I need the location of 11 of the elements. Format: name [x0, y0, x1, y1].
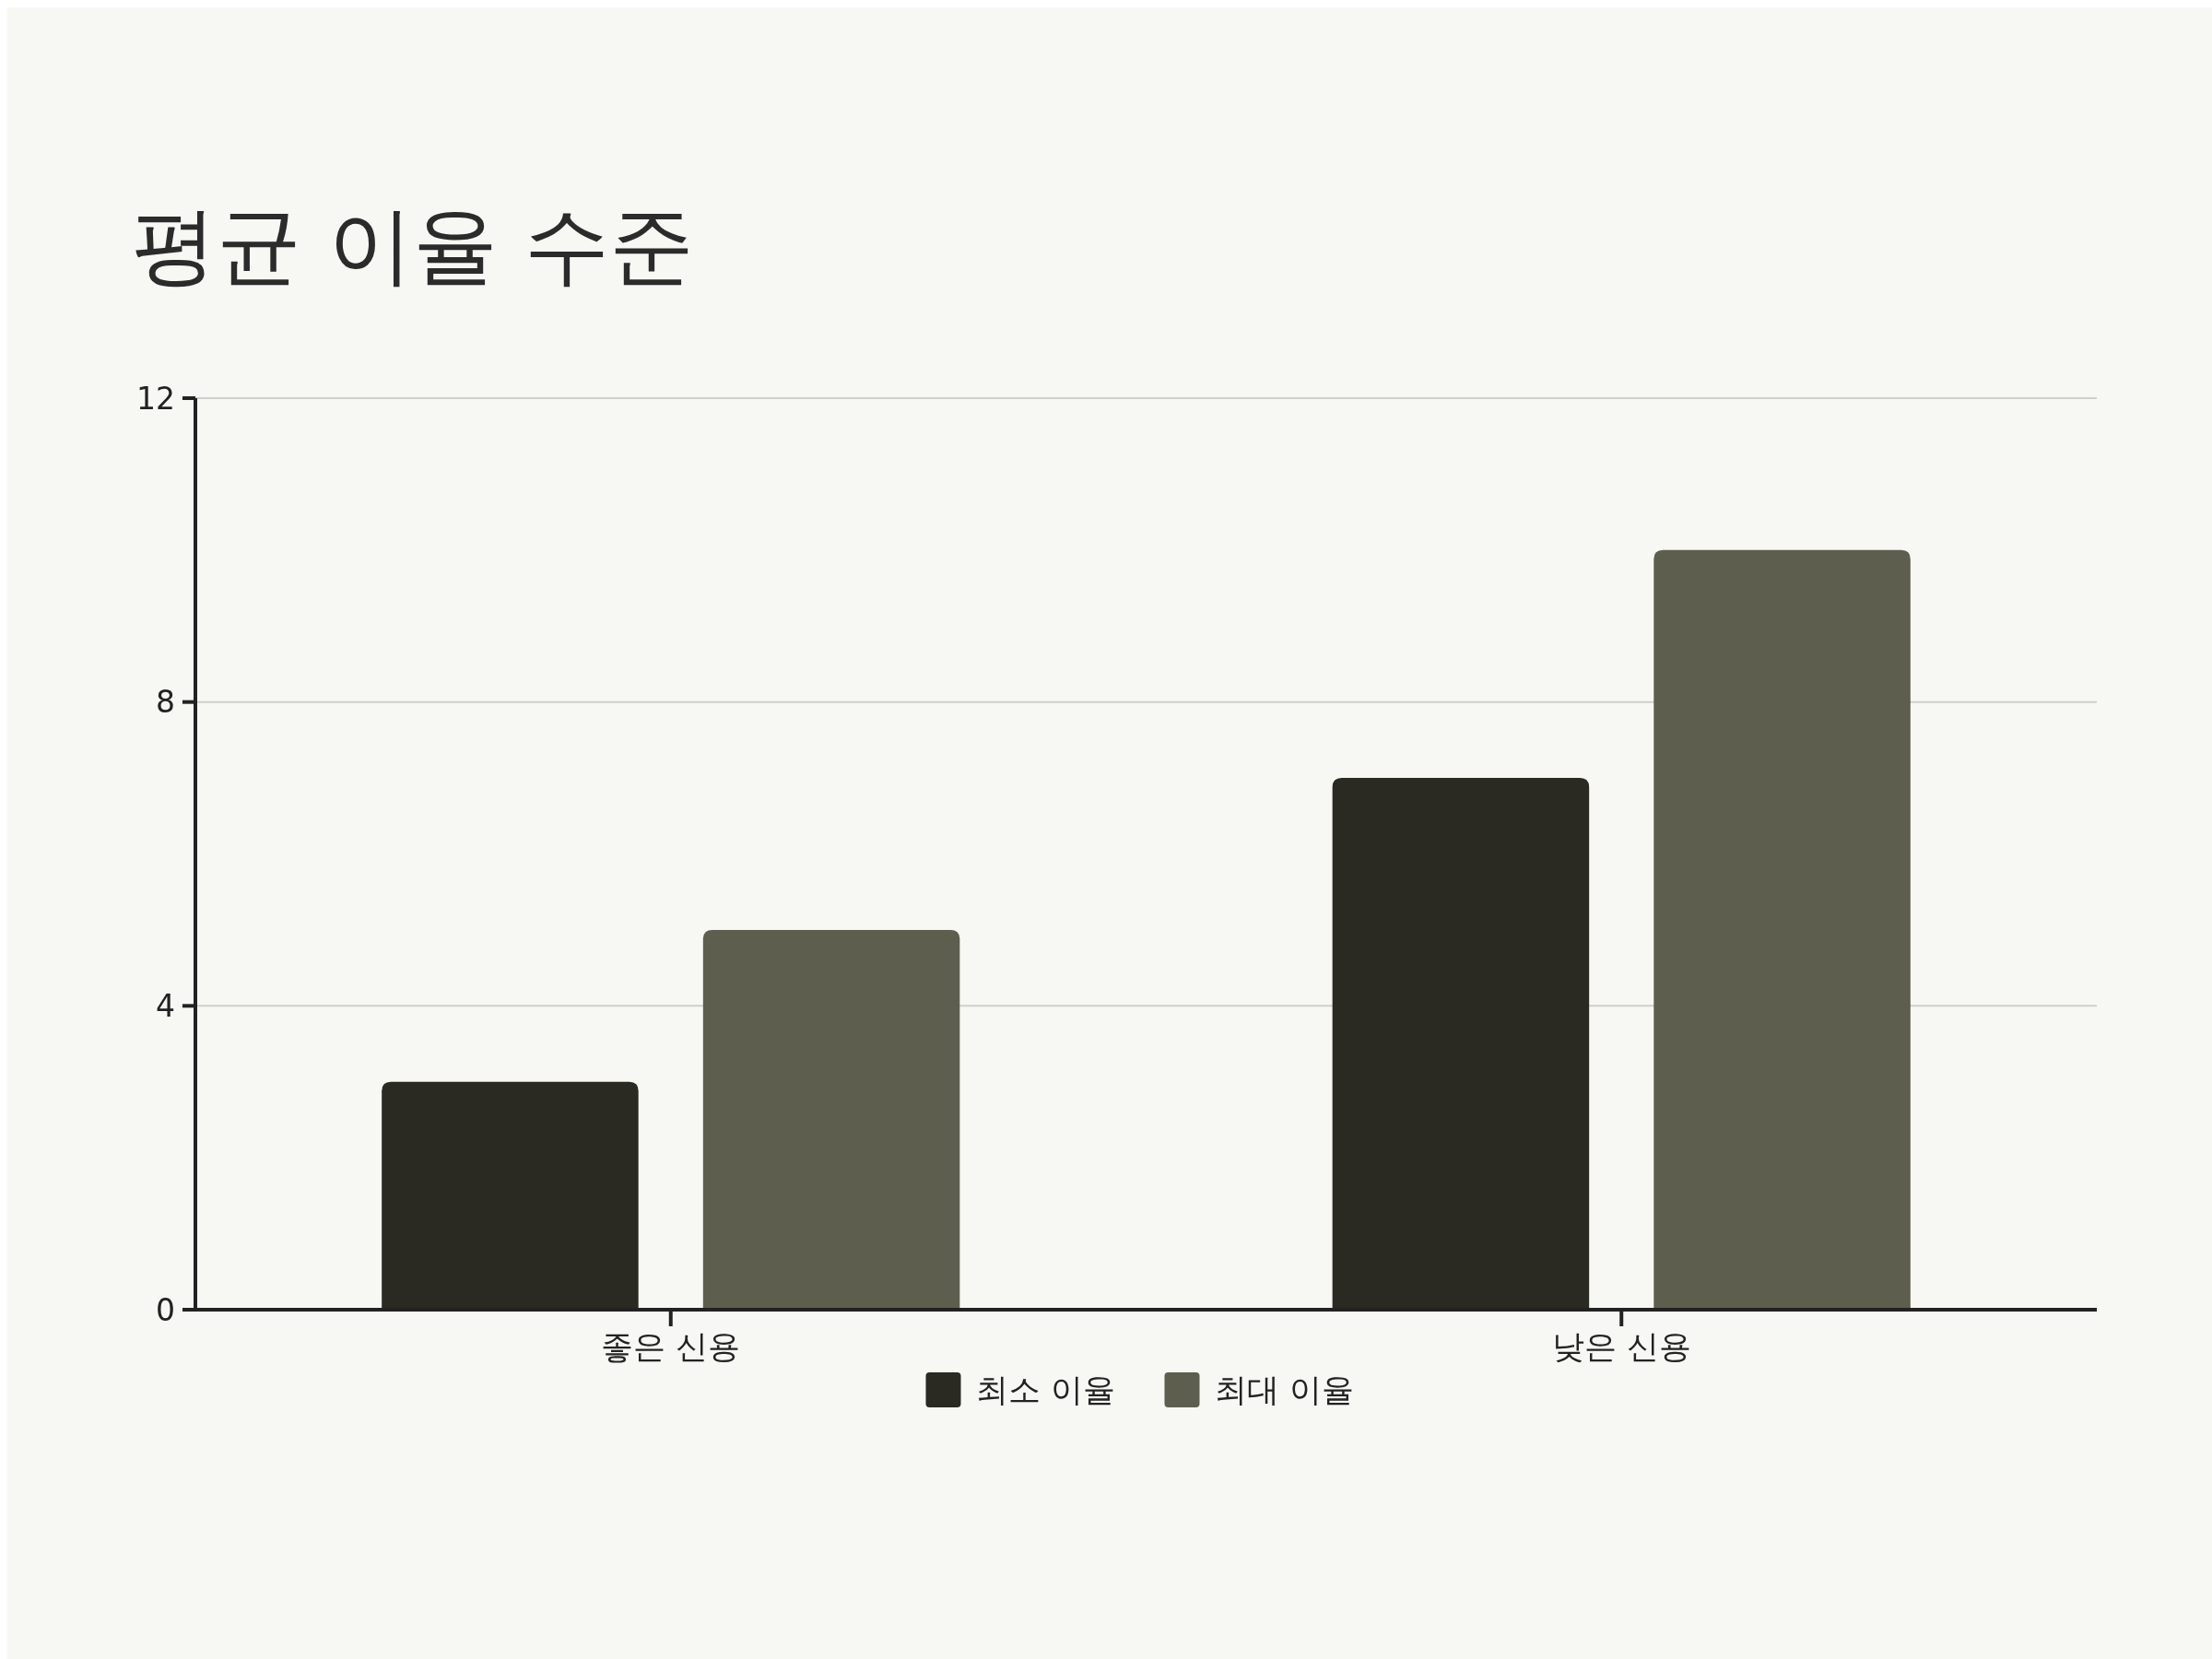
y-tick-label: 12: [136, 380, 175, 417]
x-tick-label: 낮은 신용: [1551, 1328, 1691, 1365]
chart-title: 평균 이율 수준: [132, 196, 695, 295]
bar: [1653, 549, 1911, 1310]
bar: [702, 929, 960, 1310]
y-tick-label: 0: [156, 1291, 175, 1328]
legend-label: 최소 이율: [975, 1371, 1115, 1409]
legend-label: 최대 이율: [1214, 1371, 1354, 1409]
y-tick-label: 4: [156, 987, 175, 1024]
y-tick-label: 8: [156, 684, 175, 721]
x-tick-label: 좋은 신용: [601, 1328, 741, 1365]
